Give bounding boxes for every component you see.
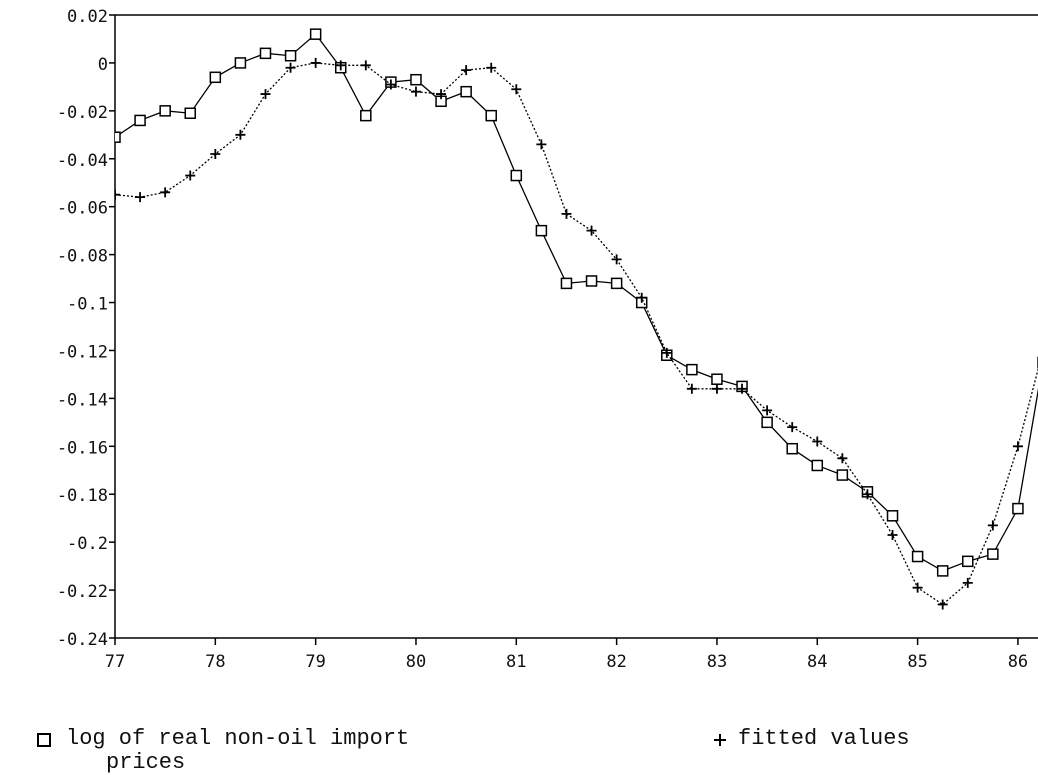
point xyxy=(937,599,948,610)
point xyxy=(310,57,321,68)
x-tick-label: 77 xyxy=(105,652,125,672)
y-tick-label: -0.16 xyxy=(57,438,108,458)
point xyxy=(410,86,421,97)
point xyxy=(234,57,247,69)
y-tick-label: -0.1 xyxy=(67,295,108,315)
legend-plus xyxy=(714,734,726,746)
point xyxy=(761,416,773,429)
point xyxy=(1012,441,1023,452)
point xyxy=(135,192,146,203)
point xyxy=(560,277,573,290)
y-tick-label: -0.22 xyxy=(57,582,108,602)
point xyxy=(912,582,923,593)
point xyxy=(887,529,898,540)
point xyxy=(1012,502,1024,515)
point xyxy=(610,277,623,290)
y-tick-label: -0.04 xyxy=(57,151,108,171)
y-tick-label: -0.12 xyxy=(57,342,108,362)
point xyxy=(836,469,849,481)
point xyxy=(911,550,924,563)
y-tick-label: -0.18 xyxy=(57,486,108,506)
point xyxy=(737,383,748,394)
point xyxy=(862,489,873,500)
x-tick-label: 78 xyxy=(205,652,225,672)
point xyxy=(561,208,572,219)
legend-label: log of real non-oil import prices xyxy=(66,726,410,775)
x-tick-label: 84 xyxy=(807,652,827,672)
point xyxy=(436,89,447,100)
x-tick-label: 82 xyxy=(606,652,626,672)
point xyxy=(461,65,472,76)
point xyxy=(786,442,798,455)
point xyxy=(260,89,271,100)
series-line xyxy=(115,62,1038,606)
y-tick-label: 0 xyxy=(98,55,108,75)
x-tick-label: 85 xyxy=(907,652,927,672)
point xyxy=(636,292,647,303)
x-tick-label: 80 xyxy=(406,652,426,672)
point xyxy=(711,383,722,394)
point xyxy=(115,189,120,200)
point xyxy=(987,520,998,531)
point xyxy=(460,85,472,98)
point xyxy=(410,73,422,86)
point xyxy=(686,383,697,394)
point xyxy=(259,47,272,60)
point xyxy=(787,422,798,433)
point xyxy=(511,84,522,95)
point xyxy=(962,555,974,568)
point xyxy=(134,114,146,127)
point xyxy=(611,254,622,265)
x-tick-label: 81 xyxy=(506,652,526,672)
point xyxy=(812,436,823,447)
y-tick-label: -0.2 xyxy=(67,534,108,554)
x-tick-label: 79 xyxy=(305,652,325,672)
y-tick-label: 0.02 xyxy=(67,7,108,27)
point xyxy=(385,79,396,90)
point xyxy=(184,107,196,119)
point xyxy=(510,169,523,182)
plot-area xyxy=(115,28,1038,610)
point xyxy=(159,105,171,117)
point xyxy=(585,275,598,287)
point xyxy=(711,373,723,385)
point xyxy=(360,109,372,122)
point xyxy=(360,60,371,71)
point xyxy=(762,405,773,416)
point xyxy=(987,548,999,560)
point xyxy=(235,129,246,140)
point xyxy=(115,131,121,143)
point xyxy=(309,28,322,40)
x-tick-label: 86 xyxy=(1008,652,1028,672)
point xyxy=(536,139,547,150)
point xyxy=(886,510,899,522)
point xyxy=(185,170,196,181)
y-tick-label: -0.14 xyxy=(57,390,108,410)
chart: 0.02 0 -0.02 -0.04 -0.06 -0.08 -0.1 -0.12 -0.14 -… xyxy=(57,7,1038,672)
point xyxy=(837,453,848,464)
point xyxy=(335,60,346,71)
point xyxy=(936,565,949,577)
point xyxy=(209,71,222,84)
y-tick-label: -0.24 xyxy=(57,630,108,650)
point xyxy=(586,225,597,236)
point xyxy=(661,347,672,358)
point xyxy=(160,187,171,198)
point xyxy=(811,459,824,472)
point xyxy=(686,363,698,376)
point xyxy=(486,62,497,73)
y-tick-label: -0.02 xyxy=(57,103,108,123)
point xyxy=(210,148,221,159)
legend-label: fitted values xyxy=(738,726,910,751)
point xyxy=(485,109,497,122)
point xyxy=(535,224,548,237)
point xyxy=(962,577,973,588)
point xyxy=(284,49,297,62)
legend-square xyxy=(37,733,51,747)
x-tick-label: 83 xyxy=(707,652,727,672)
y-tick-label: -0.08 xyxy=(57,247,108,267)
y-tick-label: -0.06 xyxy=(57,199,108,219)
point xyxy=(285,62,296,73)
